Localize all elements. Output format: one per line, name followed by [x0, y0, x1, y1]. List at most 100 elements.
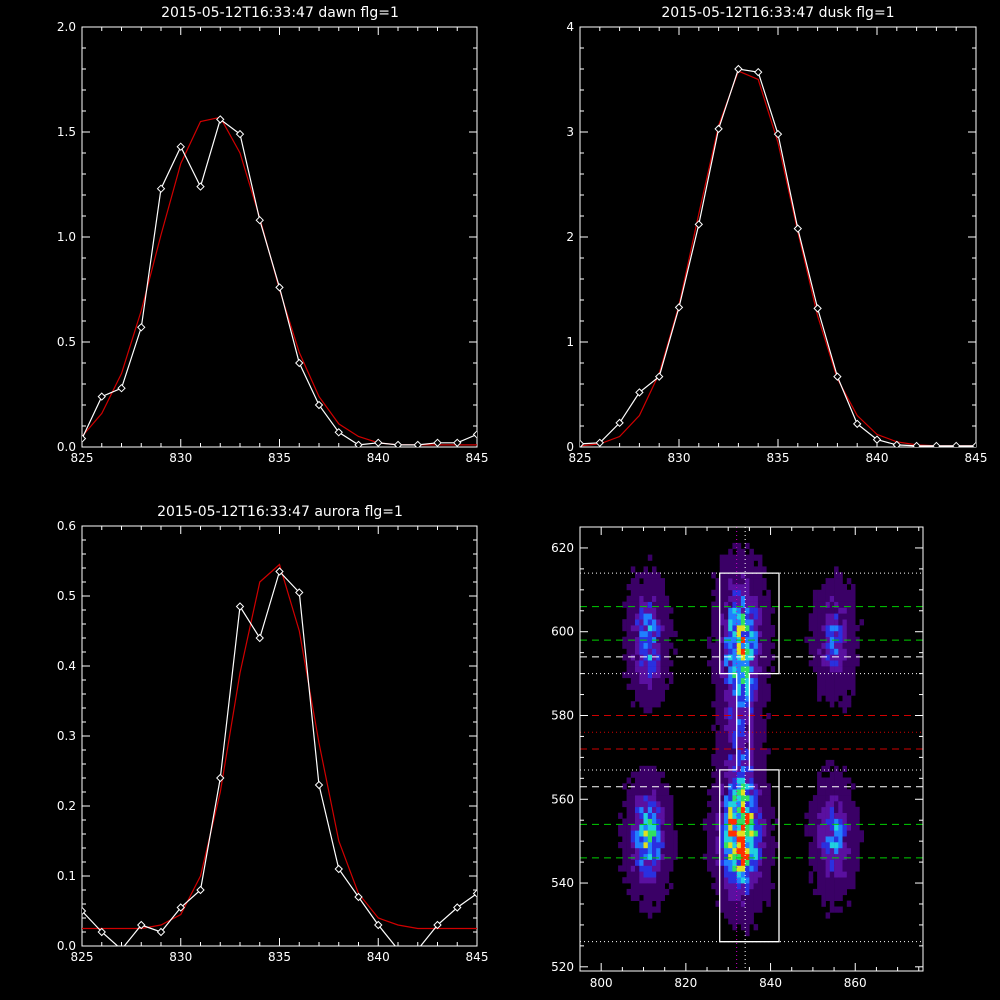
heatmap-cell — [745, 789, 750, 796]
heatmap-cell — [817, 642, 822, 649]
heatmap-cell — [817, 853, 822, 860]
heatmap-cell — [757, 589, 763, 596]
heatmap-cell — [762, 759, 767, 767]
heatmap-cell — [757, 812, 763, 819]
heatmap-cell — [842, 800, 847, 808]
heatmap-cell — [749, 613, 754, 620]
heatmap-cell — [635, 806, 640, 813]
dawn-frame — [81, 26, 478, 448]
heatmap-cell — [635, 795, 640, 802]
dawn-data-point — [413, 440, 422, 447]
heatmap-cell — [745, 900, 750, 907]
heatmap-cell — [851, 607, 856, 614]
heatmap-cell — [757, 584, 763, 591]
heatmap-cell — [736, 836, 742, 843]
heatmap-cell — [842, 789, 847, 796]
heatmap-cell — [647, 912, 653, 919]
heatmap-cell — [829, 654, 835, 661]
heatmap-cell — [834, 906, 839, 913]
heatmap-cell — [736, 578, 742, 585]
aurora-data-point — [235, 602, 245, 611]
heatmap-cell — [664, 800, 670, 808]
heatmap-cell — [842, 812, 847, 819]
heatmap-cell — [635, 648, 640, 655]
heatmap-cell — [825, 578, 831, 585]
heatmap-cell — [635, 783, 640, 790]
heatmap-cell — [673, 842, 678, 849]
heatmap-cell — [812, 812, 818, 819]
heatmap-cell — [846, 836, 852, 843]
heatmap-cell — [719, 795, 725, 802]
heatmap-cell — [664, 595, 670, 602]
heatmap-cell — [851, 671, 856, 679]
heatmap-cell — [732, 601, 737, 608]
heatmap-y-tick-label: 560 — [551, 792, 574, 806]
heatmap-cell — [740, 595, 746, 602]
heatmap-cell — [647, 806, 653, 813]
dusk-data-point — [932, 441, 941, 447]
heatmap-cell — [639, 584, 644, 591]
heatmap-cell — [736, 689, 742, 696]
heatmap-cell — [745, 748, 750, 755]
heatmap-cell — [639, 683, 644, 690]
heatmap-y-tick-label: 580 — [551, 708, 574, 722]
heatmap-cell — [812, 800, 818, 808]
heatmap-cell — [817, 654, 822, 661]
heatmap-cell — [664, 601, 670, 608]
heatmap-cell — [668, 842, 674, 849]
heatmap-cell — [745, 648, 750, 655]
heatmap-cell — [834, 842, 839, 849]
heatmap-cell — [829, 842, 835, 849]
heatmap-cell — [656, 695, 661, 702]
heatmap-cell — [719, 671, 725, 679]
heatmap-cell — [736, 701, 742, 708]
heatmap-cell — [660, 789, 665, 796]
heatmap-cell — [728, 671, 733, 679]
heatmap-cell — [643, 894, 648, 901]
heatmap-cell — [846, 613, 852, 620]
heatmap-cell — [817, 871, 822, 878]
heatmap-cell — [719, 695, 725, 702]
dusk-data-point — [694, 220, 704, 229]
heatmap-cell — [808, 877, 814, 884]
heatmap-cell — [834, 795, 839, 802]
heatmap-cell — [736, 806, 742, 813]
heatmap-cell — [851, 818, 856, 825]
heatmap-frame — [579, 526, 924, 972]
heatmap-cell — [715, 853, 720, 860]
heatmap-cell — [715, 595, 720, 602]
heatmap-cell — [829, 883, 835, 890]
heatmap-cell — [711, 812, 716, 819]
heatmap-cell — [664, 830, 670, 837]
heatmap-cell — [762, 730, 767, 737]
heatmap-cell — [846, 812, 852, 819]
heatmap-cell — [740, 718, 746, 725]
heatmap-cell — [719, 765, 725, 772]
heatmap-cell — [829, 847, 835, 855]
heatmap-cell — [647, 630, 653, 638]
heatmap-cell — [719, 718, 725, 725]
heatmap-cell — [762, 718, 767, 725]
heatmap-cell — [762, 859, 767, 866]
heatmap-cell — [660, 666, 665, 673]
heatmap-cell — [753, 865, 759, 872]
dusk-data-point — [951, 441, 961, 447]
heatmap-cell — [664, 671, 670, 679]
heatmap-cell — [753, 566, 759, 573]
heatmap-cell — [740, 689, 746, 696]
heatmap-cell — [834, 660, 839, 667]
heatmap-cell — [618, 830, 623, 837]
heatmap-cell — [635, 800, 640, 808]
heatmap-cell — [630, 677, 636, 684]
heatmap-cell — [728, 806, 733, 813]
heatmap-cell — [711, 648, 716, 655]
heatmap-cell — [622, 642, 627, 649]
heatmap-cell — [745, 601, 750, 608]
heatmap-cell — [715, 859, 720, 866]
heatmap-cell — [630, 859, 636, 866]
heatmap-cell — [668, 625, 674, 632]
heatmap-cell — [715, 883, 720, 890]
heatmap-cell — [817, 666, 822, 673]
heatmap-cell — [732, 625, 737, 632]
heatmap-cell — [668, 830, 674, 837]
